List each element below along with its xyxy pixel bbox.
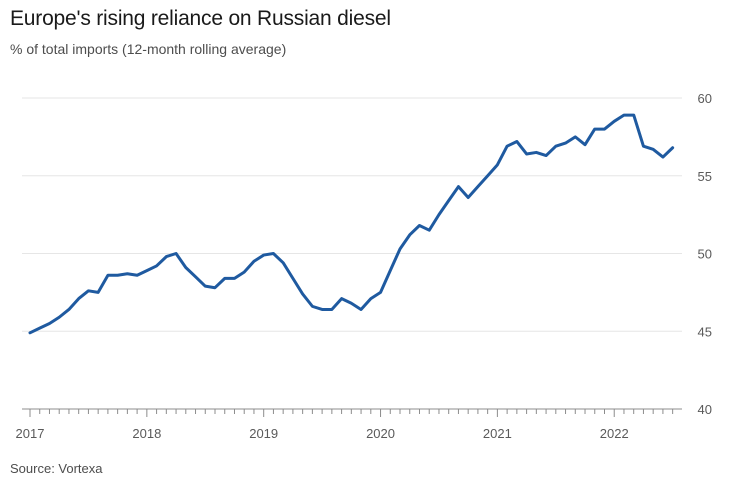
data-point (389, 269, 392, 272)
data-point (467, 196, 470, 199)
data-point (252, 260, 255, 263)
data-point (564, 142, 567, 145)
data-point (360, 308, 363, 311)
data-point (301, 292, 304, 295)
x-tick-label-2017: 2017 (16, 426, 45, 441)
source-note: Source: Vortexa (10, 461, 103, 476)
data-point (38, 327, 41, 330)
data-point (350, 302, 353, 305)
y-tick-label-45: 45 (698, 324, 712, 339)
y-axis-labels: 40 45 50 55 60 (698, 91, 712, 417)
data-point (486, 174, 489, 177)
data-point (116, 274, 119, 277)
data-point (87, 289, 90, 292)
x-axis: 2017 2018 2019 2020 2021 2022 (16, 408, 682, 441)
data-point (58, 316, 61, 319)
data-point (165, 255, 168, 258)
y-tick-label-60: 60 (698, 91, 712, 106)
data-point (194, 275, 197, 278)
data-point (603, 128, 606, 131)
data-point (476, 185, 479, 188)
gridlines (22, 97, 682, 332)
series-line-0 (28, 113, 675, 335)
data-point (175, 252, 178, 255)
data-point (126, 272, 129, 275)
data-point (106, 274, 109, 277)
data-point (408, 233, 411, 236)
data-point (204, 285, 207, 288)
data-point (67, 308, 70, 311)
data-point (418, 224, 421, 227)
data-point (554, 145, 557, 148)
data-point (223, 277, 226, 280)
data-point (321, 308, 324, 311)
data-point (652, 148, 655, 151)
data-point (584, 143, 587, 146)
data-point (340, 297, 343, 300)
data-point (213, 286, 216, 289)
data-point (506, 145, 509, 148)
data-point (399, 247, 402, 250)
data-point (233, 277, 236, 280)
data-point (29, 331, 32, 334)
data-point (632, 114, 635, 117)
data-point (379, 291, 382, 294)
x-tick-label-2018: 2018 (132, 426, 161, 441)
data-point (535, 151, 538, 154)
chart-title: Europe's rising reliance on Russian dies… (10, 7, 391, 30)
data-point (428, 229, 431, 232)
data-point (671, 146, 674, 149)
data-point (311, 305, 314, 308)
x-tick-label-2019: 2019 (249, 426, 278, 441)
data-point (525, 152, 528, 155)
y-tick-label-55: 55 (698, 169, 712, 184)
data-point (155, 264, 158, 267)
y-tick-label-40: 40 (698, 402, 712, 417)
data-point (437, 213, 440, 216)
y-tick-label-50: 50 (698, 247, 712, 262)
data-point (145, 269, 148, 272)
data-point (642, 145, 645, 148)
data-point (545, 154, 548, 157)
data-point (272, 252, 275, 255)
x-tick-label-2021: 2021 (483, 426, 512, 441)
data-point (593, 128, 596, 131)
series-layer (28, 113, 675, 335)
x-tick-label-2022: 2022 (600, 426, 629, 441)
data-point (262, 254, 265, 257)
data-point (291, 277, 294, 280)
x-tick-label-2020: 2020 (366, 426, 395, 441)
data-point (369, 297, 372, 300)
data-point (457, 185, 460, 188)
data-point (574, 135, 577, 138)
data-point (282, 261, 285, 264)
data-point (613, 120, 616, 123)
data-point (243, 271, 246, 274)
data-point (661, 156, 664, 159)
data-point (496, 163, 499, 166)
data-point (136, 274, 139, 277)
data-point (447, 199, 450, 202)
chart-subtitle: % of total imports (12-month rolling ave… (10, 41, 287, 57)
data-point (184, 266, 187, 269)
data-point (97, 291, 100, 294)
data-point (48, 322, 51, 325)
data-point (622, 114, 625, 117)
data-point (515, 140, 518, 143)
data-point (77, 297, 80, 300)
data-point (330, 308, 333, 311)
